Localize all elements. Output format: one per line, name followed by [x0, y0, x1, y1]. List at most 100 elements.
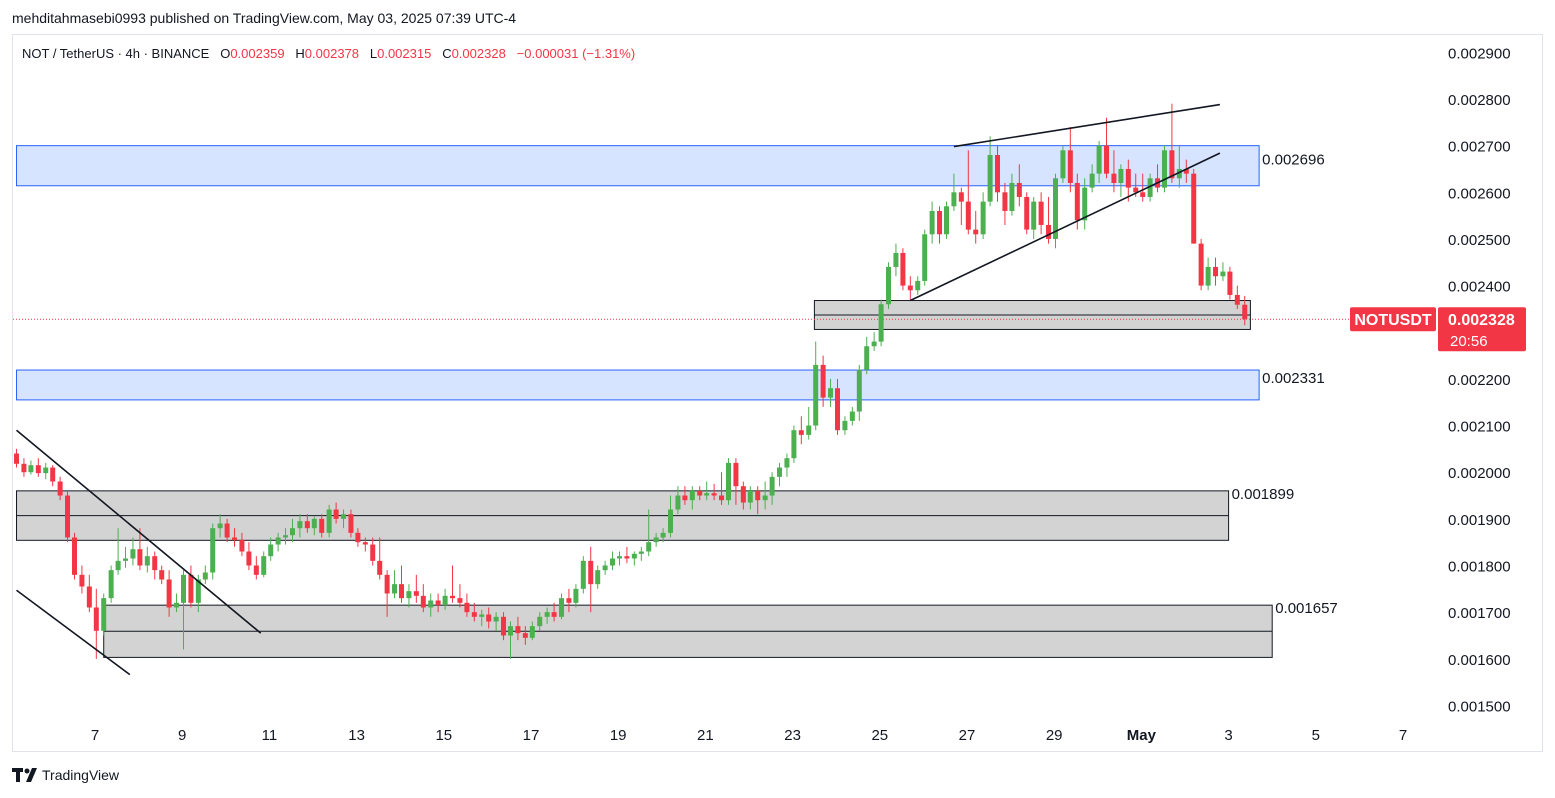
- candle: [159, 565, 165, 585]
- candle: [355, 528, 361, 547]
- brand-name: TradingView: [42, 767, 120, 783]
- candle-body: [283, 535, 289, 538]
- candle-body: [922, 234, 928, 281]
- candle: [1118, 164, 1124, 197]
- y-tick-label: 0.002600: [1448, 185, 1511, 202]
- candle-body: [937, 210, 943, 235]
- candle: [784, 453, 790, 477]
- candle: [1038, 192, 1044, 235]
- candle-body: [653, 537, 659, 543]
- price-tag-layer: NOTUSDT 0.002328 20:56: [1350, 307, 1526, 352]
- candle-body: [188, 574, 194, 603]
- candle-body: [638, 551, 644, 554]
- candle: [682, 486, 688, 505]
- candle-body: [210, 528, 216, 573]
- x-tick-label: 11: [262, 727, 278, 744]
- candle-body: [1024, 196, 1030, 230]
- y-tick-label: 0.001900: [1448, 512, 1511, 529]
- candle-body: [479, 614, 485, 617]
- x-tick-label: 23: [784, 727, 801, 744]
- candle: [501, 612, 507, 641]
- candle-body: [144, 556, 150, 566]
- candle: [1089, 164, 1095, 193]
- candle: [1046, 196, 1052, 244]
- candle-body: [326, 509, 332, 533]
- candle: [769, 472, 775, 505]
- y-tick-label: 0.002000: [1448, 465, 1511, 482]
- candle-body: [762, 495, 768, 501]
- legend-low-value: 0.002315: [377, 46, 432, 61]
- candle-body: [268, 544, 274, 557]
- candle: [108, 565, 114, 603]
- y-tick-label: 0.001600: [1448, 652, 1511, 669]
- candle-body: [152, 556, 158, 571]
- y-axis: 0.002900 0.002800 0.002700 0.002600 0.002500…: [1448, 45, 1511, 715]
- x-tick-label: 7: [91, 727, 99, 744]
- candle: [457, 584, 463, 608]
- candle: [152, 551, 158, 580]
- candle: [442, 588, 448, 610]
- symbol-tag: [1350, 307, 1436, 332]
- legend-symbol[interactable]: NOT / TetherUS · 4h · BINANCE: [22, 46, 210, 61]
- candle-body: [784, 458, 790, 468]
- candle: [602, 560, 608, 575]
- candle: [1205, 257, 1211, 291]
- candle-body: [246, 551, 252, 566]
- candle: [268, 537, 274, 561]
- candle-body: [682, 495, 688, 501]
- candle: [1111, 150, 1117, 193]
- candle: [660, 528, 666, 543]
- candle-body: [115, 560, 121, 571]
- candle: [697, 486, 703, 501]
- candle-body: [1242, 304, 1248, 320]
- candle-body: [624, 556, 630, 559]
- candle-body: [864, 346, 870, 370]
- candle: [261, 551, 267, 578]
- candle-body: [631, 553, 637, 559]
- candle: [333, 502, 339, 524]
- candle-body: [719, 495, 725, 501]
- candle-body: [1074, 182, 1080, 221]
- legend-high-value: 0.002378: [304, 46, 360, 61]
- candle-body: [726, 462, 732, 501]
- candle-body: [275, 537, 281, 545]
- candle: [965, 150, 971, 235]
- y-tick-label: 0.001700: [1448, 605, 1511, 622]
- candle-body: [370, 544, 376, 561]
- zone-blue-0: [16, 145, 1260, 187]
- candle: [762, 481, 768, 510]
- candle: [493, 612, 499, 631]
- candle: [1183, 159, 1189, 183]
- candle-body: [515, 626, 521, 634]
- candle-body: [290, 528, 296, 536]
- publish-line: mehditahmasebi0993 published on TradingV…: [12, 10, 517, 26]
- candle-body: [900, 252, 906, 286]
- tradingview-brand[interactable]: TradingView: [12, 767, 119, 783]
- candle-body: [559, 598, 565, 617]
- candle-body: [464, 602, 470, 613]
- candle: [588, 546, 594, 613]
- chart-frame[interactable]: [12, 34, 1543, 752]
- candle: [28, 460, 34, 475]
- candle-body: [733, 462, 739, 487]
- candle: [987, 136, 993, 207]
- ohlc-legend: NOT / TetherUS · 4h · BINANCE O0.002359 …: [22, 46, 635, 61]
- candle: [617, 551, 623, 566]
- candle-body: [311, 518, 317, 529]
- candle: [638, 546, 644, 561]
- candle: [777, 462, 783, 487]
- candle: [1147, 173, 1153, 202]
- candle: [253, 556, 259, 580]
- candle: [995, 145, 1001, 202]
- x-tick-label: 13: [348, 727, 365, 744]
- candle-body: [668, 509, 674, 533]
- candle-body: [1234, 294, 1240, 305]
- x-axis: 7 9 11 13 15 17 19 21 23 25 27 29 May 3 5 7: [91, 727, 1407, 744]
- candle: [1024, 192, 1030, 235]
- candle: [704, 481, 710, 501]
- x-tick-label: 9: [178, 727, 186, 744]
- candle: [508, 621, 514, 659]
- candle-body: [239, 539, 245, 552]
- candle-body: [1162, 150, 1168, 188]
